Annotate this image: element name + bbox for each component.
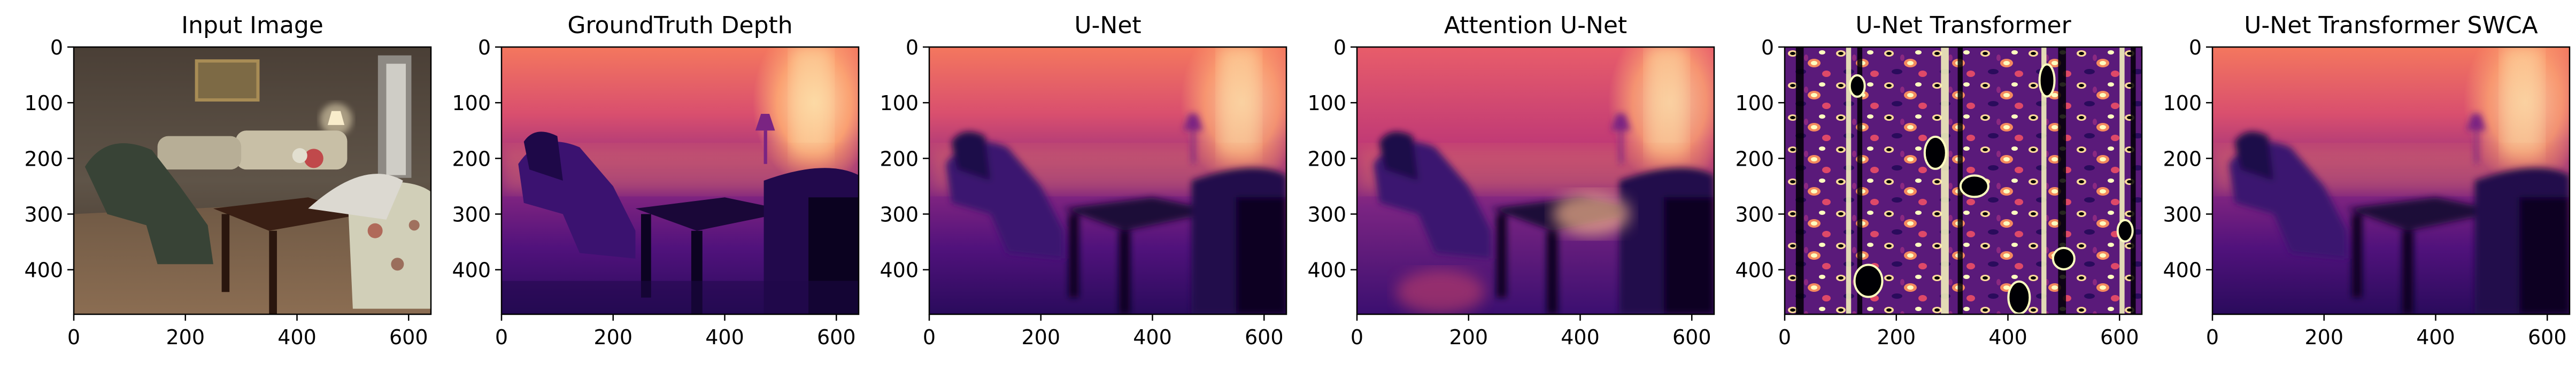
x-tick-label: 0 — [1778, 326, 1791, 349]
panel-attn: Attention U-Net 0 100 200 300 400 0 200 400 600 — [1307, 12, 1715, 349]
panel-title-unet: U-Net — [1074, 12, 1141, 39]
y-tick-label: 400 — [1307, 259, 1346, 282]
y-tick-label: 300 — [880, 203, 919, 227]
panel-image-gt — [502, 47, 859, 314]
x-tick-label: 200 — [166, 326, 205, 349]
x-tick-label: 0 — [495, 326, 508, 349]
panel-image-unet_tr — [1785, 47, 2142, 314]
x-tick-label: 400 — [1988, 326, 2027, 349]
panel-title-unet_tr: U-Net Transformer — [1855, 12, 2071, 39]
panel-title-unet_tr_swca: U-Net Transformer SWCA — [2244, 12, 2538, 39]
x-tick-label: 600 — [389, 326, 428, 349]
x-tick-label: 400 — [277, 326, 317, 349]
y-tick-label: 300 — [1307, 203, 1346, 227]
x-tick-label: 200 — [1449, 326, 1488, 349]
panel-image-unet_tr_swca — [2212, 47, 2570, 314]
x-tick-label: 0 — [923, 326, 936, 349]
y-tick-label: 300 — [24, 203, 63, 227]
panel-unet_tr_swca: U-Net Transformer SWCA 0 100 200 300 400 0 200 4… — [2163, 12, 2571, 349]
x-tick-label: 400 — [1133, 326, 1172, 349]
y-tick-label: 400 — [452, 259, 491, 282]
y-tick-label: 300 — [452, 203, 491, 227]
x-tick-label: 400 — [1561, 326, 1600, 349]
y-tick-label: 0 — [2189, 36, 2202, 59]
panel-frame-unet — [928, 46, 1287, 315]
y-tick-label: 200 — [1735, 147, 1774, 170]
x-tick-label: 600 — [2528, 326, 2567, 349]
y-tick-label: 200 — [1307, 147, 1346, 170]
y-tick-label: 0 — [1761, 36, 1774, 59]
x-tick-label: 0 — [1351, 326, 1363, 349]
panel-title-input: Input Image — [181, 12, 323, 39]
x-tick-label: 400 — [2416, 326, 2455, 349]
x-tick-label: 600 — [817, 326, 856, 349]
y-tick-label: 400 — [880, 259, 919, 282]
y-tick-label: 200 — [2163, 147, 2202, 170]
x-tick-label: 600 — [1245, 326, 1284, 349]
panel-image-attn — [1357, 47, 1714, 314]
y-tick-label: 0 — [906, 36, 919, 59]
y-tick-label: 0 — [478, 36, 491, 59]
panel-image-input — [74, 47, 431, 314]
panel-title-gt: GroundTruth Depth — [567, 12, 792, 39]
panel-unet_tr: U-Net Transformer 0 100 200 300 400 0 200 400 600 — [1735, 12, 2143, 349]
panel-frame-unet_tr — [1784, 46, 2143, 315]
y-tick-label: 300 — [2163, 203, 2202, 227]
y-tick-label: 100 — [1307, 91, 1346, 115]
panel-frame-input — [73, 46, 432, 315]
panel-title-attn: Attention U-Net — [1444, 12, 1627, 39]
panel-frame-attn — [1356, 46, 1715, 315]
x-tick-label: 0 — [2206, 326, 2219, 349]
panel-frame-gt — [500, 46, 860, 315]
y-tick-label: 200 — [452, 147, 491, 170]
y-tick-label: 100 — [1735, 91, 1774, 115]
y-tick-label: 200 — [880, 147, 919, 170]
x-tick-label: 400 — [705, 326, 744, 349]
y-tick-label: 100 — [452, 91, 491, 115]
y-tick-label: 300 — [1735, 203, 1774, 227]
y-tick-label: 400 — [24, 259, 63, 282]
y-tick-label: 400 — [2163, 259, 2202, 282]
y-tick-label: 100 — [2163, 91, 2202, 115]
panel-input: Input Image 0 100 200 300 400 0 200 400 600 — [24, 12, 432, 349]
panel-image-unet — [929, 47, 1286, 314]
x-tick-label: 200 — [1021, 326, 1060, 349]
panel-frame-unet_tr_swca — [2211, 46, 2571, 315]
y-tick-label: 200 — [24, 147, 63, 170]
y-tick-label: 0 — [50, 36, 63, 59]
x-tick-label: 200 — [1877, 326, 1916, 349]
panel-unet: U-Net 0 100 200 300 400 0 200 400 600 — [880, 12, 1287, 349]
x-tick-label: 0 — [67, 326, 80, 349]
y-tick-label: 0 — [1333, 36, 1346, 59]
x-tick-label: 200 — [593, 326, 633, 349]
panel-gt: GroundTruth Depth 0 100 200 300 400 0 200 400 600 — [452, 12, 860, 349]
x-tick-label: 600 — [1672, 326, 1711, 349]
y-tick-label: 100 — [880, 91, 919, 115]
x-tick-label: 600 — [2100, 326, 2139, 349]
y-tick-label: 100 — [24, 91, 63, 115]
x-tick-label: 200 — [2304, 326, 2343, 349]
y-tick-label: 400 — [1735, 259, 1774, 282]
